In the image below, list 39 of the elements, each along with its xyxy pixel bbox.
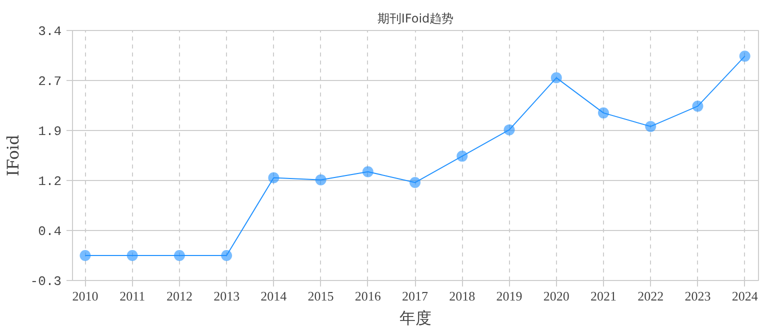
x-tick-label: 2018 [449,288,476,304]
y-tick-label: 1.9 [38,124,62,139]
x-tick-label: 2024 [732,288,758,304]
x-tick-label: 2020 [543,288,570,304]
point [174,250,185,261]
point [126,250,138,261]
x-tick-label: 2022 [638,288,664,304]
x-tick-label: 2016 [354,288,382,304]
y-tick-label: 1.2 [38,174,62,189]
y-tick-label: 0.4 [38,224,62,239]
y-tick-label: -0.3 [30,274,62,289]
point [598,107,609,118]
point [692,100,704,112]
point [315,174,326,186]
x-tick-label: 2011 [120,288,146,304]
point [550,72,562,84]
point [456,150,468,162]
x-tick-label: 2021 [590,288,616,304]
chart-title: 期刊IFoid趋势 [377,12,454,26]
point [362,166,374,178]
y-tick-label: 2.7 [38,74,62,89]
point [410,177,421,188]
point [268,172,280,184]
x-tick-label: 2012 [166,288,192,304]
x-tick-label: 2015 [308,288,334,304]
x-tick-label: 2023 [684,288,711,304]
point [221,250,232,261]
point [645,120,656,132]
x-tick-label: 2013 [214,288,240,304]
point [80,250,91,261]
x-axis-title: 年度 [400,308,432,328]
point [739,50,750,62]
y-tick-label: 3.4 [38,24,62,39]
x-tick-label: 2019 [496,288,522,304]
x-tick-label: 2017 [402,288,429,304]
x-tick-label: 2014 [260,288,288,304]
point [504,124,515,136]
x-tick-label: 2010 [72,288,98,304]
y-axis-title: IFoid [3,134,22,176]
